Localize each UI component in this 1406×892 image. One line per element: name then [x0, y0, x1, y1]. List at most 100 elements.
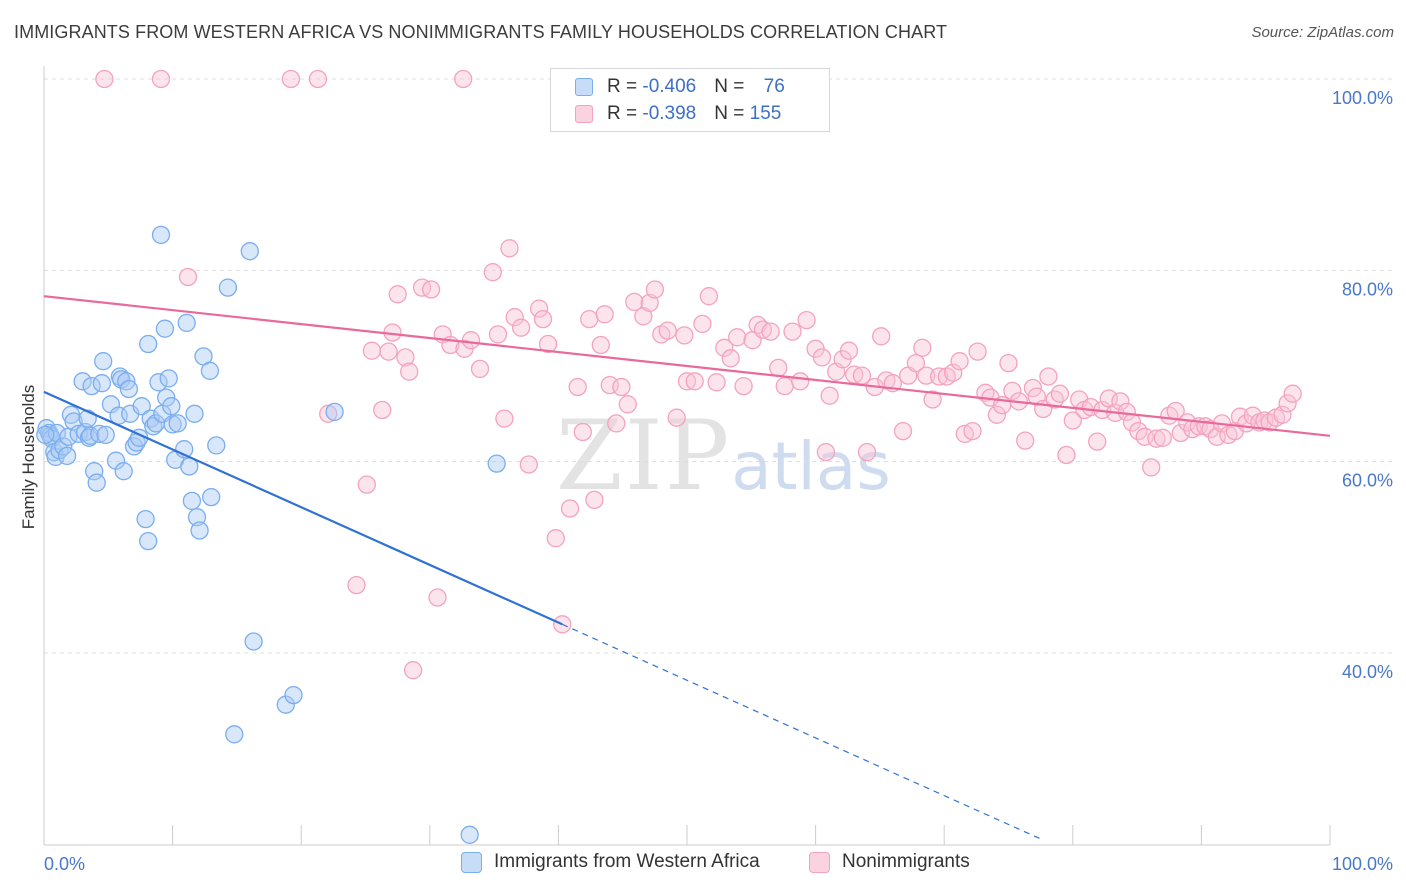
data-point-immigrants	[177, 313, 196, 333]
data-point-nonimmigrants	[151, 69, 171, 89]
data-point-immigrants	[85, 462, 104, 481]
data-point-nonimmigrants	[428, 588, 447, 607]
data-point-nonimmigrants	[677, 372, 697, 391]
data-point-immigrants	[244, 632, 263, 651]
data-point-immigrants	[87, 473, 106, 492]
x-tick-label: 0.0%	[44, 854, 85, 874]
data-point-nonimmigrants	[538, 334, 558, 354]
data-point-nonimmigrants	[421, 280, 441, 299]
data-point-immigrants	[144, 417, 163, 436]
data-point-nonimmigrants	[1003, 381, 1022, 401]
data-point-nonimmigrants	[357, 475, 376, 494]
data-point-nonimmigrants	[640, 293, 659, 313]
data-point-nonimmigrants	[1057, 445, 1076, 465]
legend-row-immigrants: R = -0.406 N = 76	[575, 74, 785, 100]
data-point-immigrants	[460, 825, 479, 844]
gridlines	[44, 78, 1394, 654]
data-point-nonimmigrants	[893, 421, 913, 441]
data-point-nonimmigrants	[906, 353, 926, 373]
data-point-nonimmigrants	[400, 362, 419, 381]
y-tick-label: 40.0%	[1342, 662, 1393, 682]
data-point-nonimmigrants	[573, 422, 592, 442]
trend-line-nonimmigrants	[43, 295, 1331, 437]
data-point-nonimmigrants	[1142, 458, 1161, 477]
nonimmigrants-points	[95, 69, 1302, 680]
trend-line-extension	[562, 623, 1041, 840]
data-point-immigrants	[114, 462, 133, 481]
data-point-nonimmigrants	[488, 325, 508, 344]
data-point-nonimmigrants	[505, 308, 524, 327]
data-point-immigrants	[276, 695, 295, 714]
data-point-nonimmigrants	[1273, 405, 1292, 424]
data-point-nonimmigrants	[923, 390, 942, 409]
data-point-nonimmigrants	[396, 348, 415, 367]
data-point-nonimmigrants	[461, 331, 481, 350]
legend-r-value: -0.406	[642, 76, 697, 97]
data-point-nonimmigrants	[625, 292, 644, 312]
data-point-nonimmigrants	[607, 414, 626, 433]
legend-item-immigrants: Immigrants from Western Africa	[461, 851, 760, 873]
data-point-nonimmigrants	[595, 305, 614, 324]
legend-r-label: R =	[607, 103, 643, 124]
data-point-immigrants	[54, 437, 73, 456]
data-point-nonimmigrants	[1207, 427, 1226, 446]
data-point-nonimmigrants	[816, 442, 836, 462]
data-point-nonimmigrants	[872, 327, 891, 346]
axes	[43, 66, 1331, 846]
data-point-nonimmigrants	[1153, 428, 1172, 447]
data-point-nonimmigrants	[715, 338, 734, 357]
data-point-immigrants	[168, 414, 187, 433]
data-point-nonimmigrants	[511, 318, 531, 337]
data-point-immigrants	[132, 397, 151, 416]
data-point-nonimmigrants	[917, 366, 936, 385]
legend-item-label: Immigrants from Western Africa	[494, 851, 760, 872]
data-point-nonimmigrants	[1283, 384, 1302, 403]
data-point-nonimmigrants	[495, 409, 514, 428]
data-point-nonimmigrants	[600, 375, 619, 395]
data-point-immigrants	[73, 372, 92, 391]
source-credit: Source: ZipAtlas.com	[1251, 24, 1394, 41]
data-point-immigrants	[157, 388, 176, 407]
data-point-immigrants	[202, 487, 221, 507]
legend-swatch-blue	[461, 851, 482, 873]
data-point-immigrants	[69, 424, 88, 444]
data-point-nonimmigrants	[483, 263, 502, 282]
data-point-nonimmigrants	[734, 376, 753, 396]
data-point-nonimmigrants	[560, 499, 580, 518]
data-point-immigrants	[94, 352, 113, 371]
data-point-nonimmigrants	[797, 310, 816, 330]
data-point-nonimmigrants	[857, 442, 877, 462]
data-point-nonimmigrants	[791, 372, 810, 391]
data-point-nonimmigrants	[1016, 431, 1035, 450]
zipatlas-watermark: ZIPatlas	[556, 400, 891, 512]
data-point-nonimmigrants	[699, 287, 719, 306]
data-point-nonimmigrants	[1039, 367, 1058, 386]
data-point-immigrants	[155, 319, 175, 338]
watermark-zip: ZIP	[556, 400, 732, 512]
data-point-nonimmigrants	[761, 322, 780, 341]
data-point-nonimmigrants	[1171, 423, 1190, 443]
legend-n-label: N =	[714, 76, 750, 97]
data-point-immigrants	[200, 361, 220, 380]
data-point-immigrants	[139, 531, 158, 551]
data-point-nonimmigrants	[95, 69, 114, 89]
data-point-nonimmigrants	[412, 278, 432, 297]
data-point-nonimmigrants	[839, 341, 859, 360]
data-point-immigrants	[207, 436, 226, 455]
data-point-immigrants	[92, 374, 112, 393]
data-point-nonimmigrants	[1243, 406, 1262, 425]
data-point-nonimmigrants	[658, 321, 677, 340]
data-point-nonimmigrants	[1023, 378, 1043, 398]
data-point-nonimmigrants	[519, 455, 538, 474]
data-point-nonimmigrants	[950, 352, 969, 371]
legend-row-nonimmigrants: R = -0.398 N = 155	[575, 101, 781, 127]
y-tick-label: 60.0%	[1342, 471, 1393, 491]
data-point-nonimmigrants	[1278, 394, 1297, 413]
data-point-nonimmigrants	[1063, 411, 1082, 430]
data-point-nonimmigrants	[667, 408, 686, 427]
data-point-immigrants	[82, 376, 101, 396]
data-point-nonimmigrants	[769, 358, 788, 378]
data-point-immigrants	[78, 409, 97, 428]
y-axis-label: Family Households	[19, 385, 38, 530]
